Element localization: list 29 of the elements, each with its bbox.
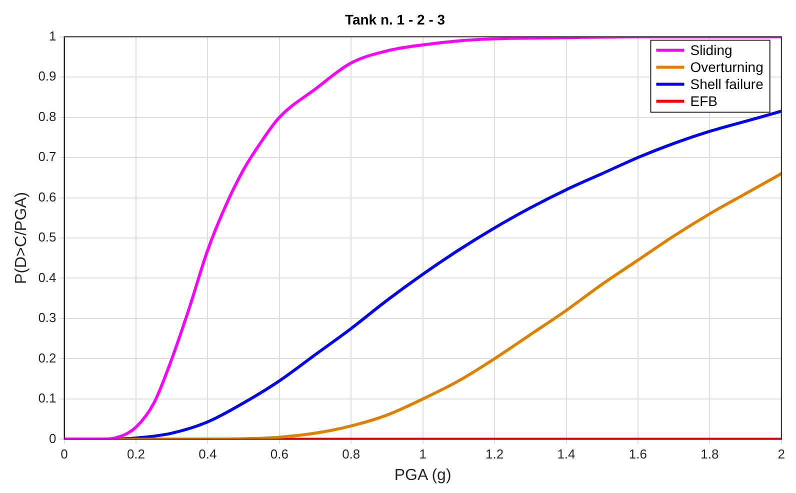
y-tick-label: 0.5 <box>38 230 56 245</box>
x-tick-label: 1 <box>419 446 426 462</box>
y-tick-label: 0.8 <box>38 108 56 124</box>
y-tick-label: 1 <box>49 28 56 44</box>
y-tick-label: 0.9 <box>38 68 56 84</box>
x-tick-label: 0.2 <box>126 446 146 462</box>
x-tick-label: 1.4 <box>557 446 576 462</box>
y-tick-label: 0.4 <box>38 270 56 285</box>
x-tick-label: 1.8 <box>700 446 719 462</box>
y-tick-label: 0.1 <box>38 390 56 406</box>
x-tick-label: 0.4 <box>198 446 217 462</box>
x-tick-label: 1.2 <box>486 446 504 462</box>
x-tick-label: 0.8 <box>342 446 360 462</box>
y-tick-label: 0.3 <box>38 310 56 326</box>
x-tick-label: 0.6 <box>270 446 288 462</box>
x-tick-label: 0 <box>60 446 68 462</box>
y-tick-label: 0.7 <box>38 149 56 164</box>
legend-label: Overturning <box>690 59 764 76</box>
y-tick-label: 0.2 <box>38 350 56 366</box>
y-tick-label: 0.6 <box>38 189 56 204</box>
x-tick-label: 2 <box>778 446 785 462</box>
legend-label: EFB <box>690 93 718 110</box>
chart-title: Tank n. 1 - 2 - 3 <box>344 11 446 28</box>
legend-label: Sliding <box>690 42 732 58</box>
x-tick-label: 1.6 <box>628 446 647 462</box>
legend-label: Shell failure <box>690 76 764 92</box>
y-tick-label: 0 <box>49 430 56 446</box>
x-axis-title: PGA (g) <box>394 466 452 484</box>
y-axis-title: P(D>C/PGA) <box>13 192 30 284</box>
